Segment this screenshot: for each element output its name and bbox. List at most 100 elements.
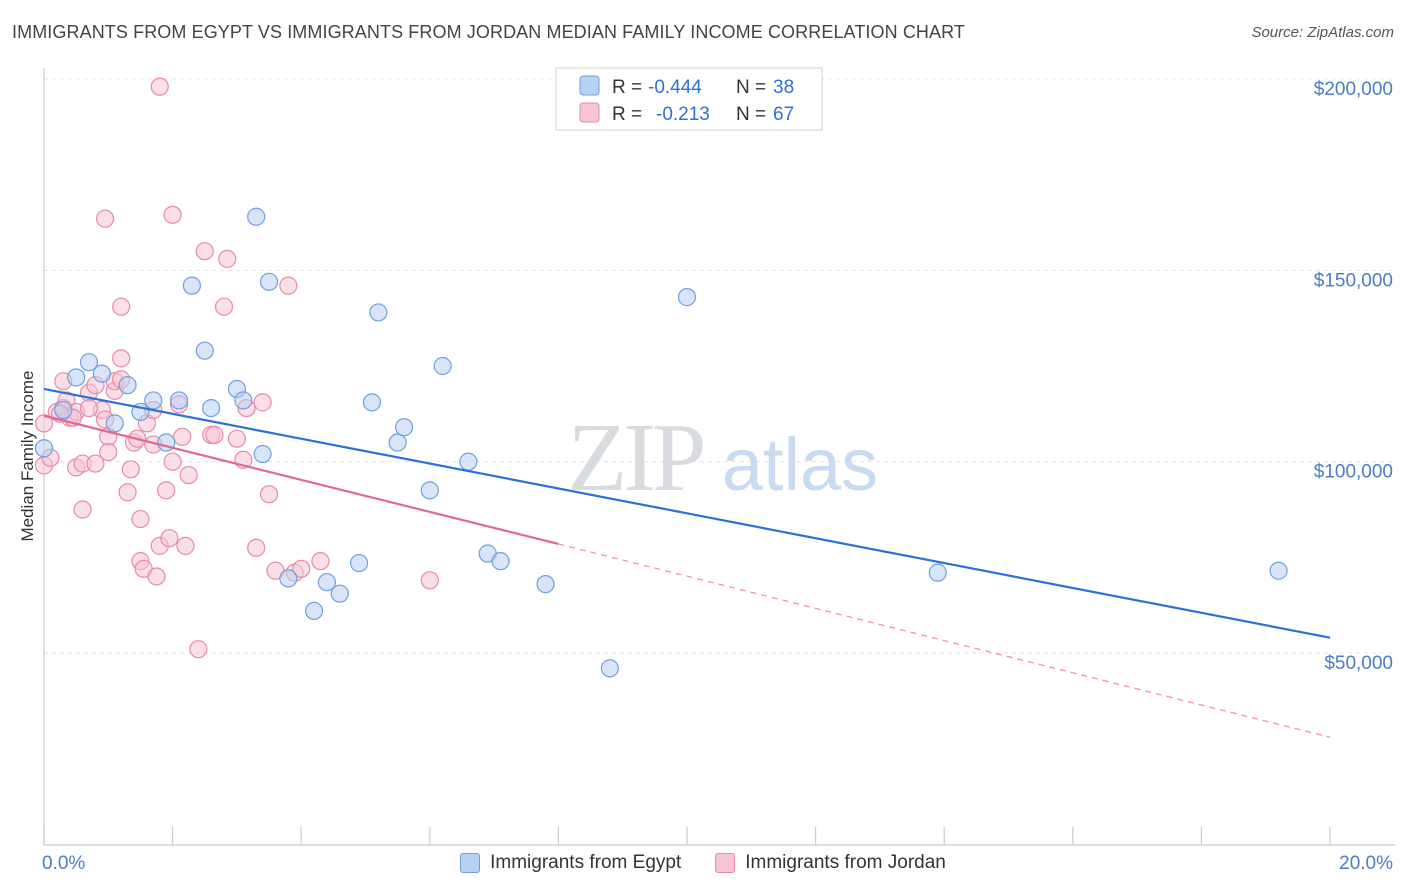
egypt-point-19 [304, 601, 324, 621]
egypt-point-4 [118, 376, 137, 395]
jordan-point-60 [420, 571, 439, 590]
jordan-point-43 [189, 640, 208, 659]
legend-swatch-jordan [579, 102, 600, 123]
jordan-point-48 [218, 249, 237, 268]
legend-r-value-egypt: -0.444 [648, 77, 702, 98]
x-tick-labels: 0.0% 20.0% [42, 853, 1393, 874]
jordan-point-13 [86, 454, 105, 473]
jordan-point-36 [160, 529, 179, 548]
watermark-atlas: atlas [722, 423, 878, 506]
jordan-point-52 [247, 538, 266, 557]
jordan-point-64 [79, 398, 99, 418]
jordan-point-54 [259, 485, 279, 504]
jordan-point-35 [157, 481, 176, 500]
egypt-point-18 [279, 569, 298, 588]
jordan-point-56 [279, 276, 298, 295]
jordan-point-33 [147, 567, 166, 586]
egypt-point-33 [600, 659, 619, 678]
trend-line-egypt [43, 387, 1331, 639]
egypt-point-15 [247, 207, 266, 226]
watermark-zip: ZIP [568, 404, 703, 512]
egypt-point-1 [67, 368, 86, 387]
egypt-point-32 [536, 575, 555, 594]
egypt-point-25 [388, 433, 407, 452]
jordan-point-40 [173, 427, 192, 446]
jordan-point-18 [99, 443, 118, 462]
legend-n-label-egypt: N = [736, 77, 766, 98]
egypt-point-27 [420, 481, 439, 500]
jordan-point-44 [195, 242, 214, 261]
y-tick-label-0: $50,000 [1324, 653, 1393, 674]
jordan-point-27 [131, 509, 150, 529]
x-tick-label-1: 20.0% [1339, 853, 1393, 874]
jordan-point-58 [292, 559, 311, 578]
y-tick-label-2: $150,000 [1314, 270, 1393, 291]
chart-title: IMMIGRANTS FROM EGYPT VS IMMIGRANTS FROM… [12, 22, 966, 42]
jordan-point-62 [95, 209, 115, 228]
trend-line-jordan-extension [558, 543, 1331, 738]
legend-n-label-jordan: N = [736, 104, 766, 125]
legend-item-jordan: Immigrants from Jordan [715, 852, 946, 874]
egypt-point-14 [234, 391, 253, 410]
legend-swatch-egypt [579, 75, 600, 96]
grid-lines [44, 78, 1395, 654]
source-label: Source: ZipAtlas.com [1251, 24, 1394, 41]
egypt-point-22 [349, 553, 369, 573]
egypt-point-23 [362, 393, 382, 412]
jordan-point-21 [112, 349, 131, 368]
legend-stats: R = -0.444 N = 38 R = -0.213 N = 67 [555, 67, 823, 131]
jordan-point-24 [121, 460, 140, 479]
jordan-point-46 [205, 425, 224, 444]
x-tick-label-0: 0.0% [42, 853, 85, 874]
egypt-point-16 [253, 444, 272, 464]
egypt-point-34 [677, 288, 697, 307]
legend-n-value-jordan: 67 [773, 104, 794, 125]
legend-item-jordan-swatch [715, 853, 736, 873]
egypt-point-37 [54, 400, 73, 420]
egypt-point-9 [169, 391, 189, 410]
legend-n-value-egypt: 38 [773, 77, 794, 98]
legend-r-label-egypt: R = [612, 77, 642, 98]
jordan-point-37 [163, 452, 182, 471]
legend-item-jordan-label: Immigrants from Jordan [745, 852, 946, 873]
jordan-point-23 [118, 483, 137, 502]
y-tick-label-1: $100,000 [1314, 462, 1393, 483]
legend-r-label-jordan: R = [612, 104, 642, 125]
watermark: ZIP atlas [568, 404, 879, 512]
egypt-point-21 [330, 584, 349, 603]
egypt-point-26 [394, 418, 414, 437]
jordan-point-53 [253, 393, 272, 412]
jordan-point-47 [214, 297, 234, 316]
egypt-point-2 [79, 353, 99, 372]
legend-stats-frame [555, 67, 823, 131]
egypt-point-0 [34, 439, 54, 458]
egypt-point-12 [202, 398, 221, 418]
egypt-point-11 [195, 341, 214, 360]
trend-lines [43, 387, 1331, 738]
egypt-point-28 [433, 356, 452, 376]
series-egypt-points [34, 207, 1288, 678]
y-tick-label-3: $200,000 [1314, 79, 1393, 100]
jordan-point-61 [150, 77, 169, 96]
egypt-point-17 [259, 272, 279, 291]
jordan-point-22 [112, 297, 131, 316]
legend-item-egypt-label: Immigrants from Egypt [490, 852, 682, 873]
legend-item-egypt-swatch [460, 853, 481, 873]
egypt-point-20 [317, 573, 337, 592]
egypt-point-29 [459, 452, 478, 471]
egypt-point-3 [92, 364, 111, 383]
legend-series: Immigrants from Egypt Immigrants from Jo… [0, 852, 1406, 874]
jordan-point-59 [311, 552, 330, 571]
jordan-point-49 [227, 429, 246, 448]
legend-r-value-jordan: -0.213 [656, 104, 710, 125]
jordan-point-42 [179, 465, 198, 485]
legend-item-egypt: Immigrants from Egypt [460, 852, 681, 874]
egypt-point-35 [928, 563, 947, 582]
y-tick-labels: $50,000 $100,000 $150,000 $200,000 [1314, 79, 1393, 674]
jordan-point-38 [163, 205, 182, 224]
egypt-point-36 [1269, 561, 1288, 580]
jordan-point-1 [34, 414, 54, 433]
jordan-point-41 [176, 536, 195, 555]
egypt-point-10 [182, 276, 201, 295]
